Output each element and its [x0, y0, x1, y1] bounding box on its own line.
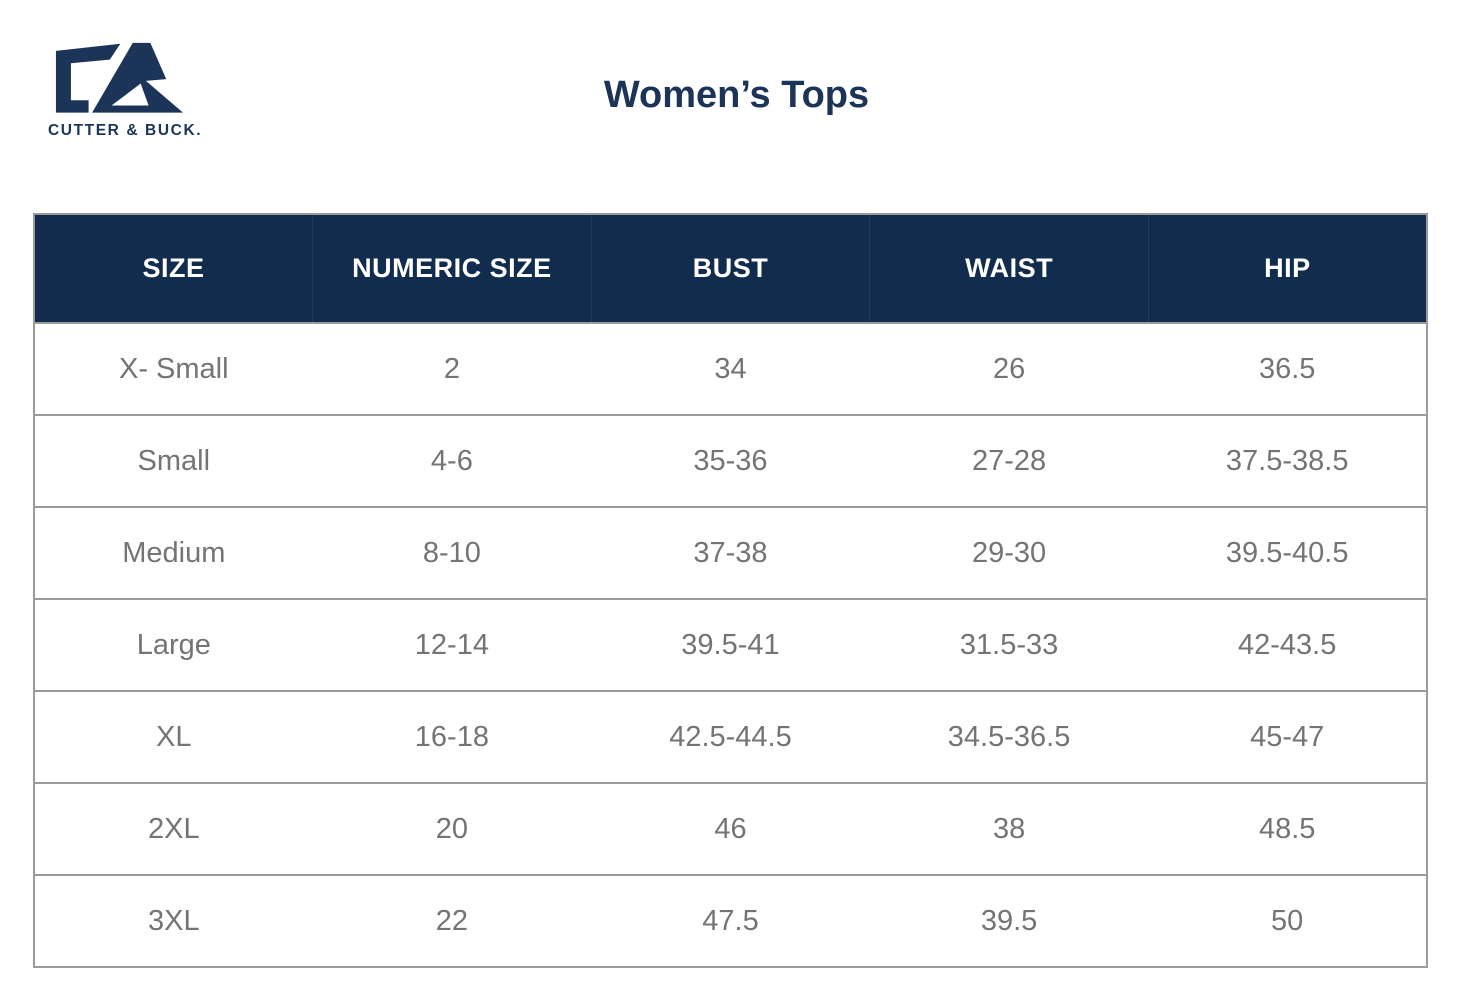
column-header: WAIST [869, 214, 1149, 323]
table-cell: 34.5-36.5 [869, 690, 1149, 783]
table-cell: 46 [591, 782, 870, 875]
page-header: CUTTER & BUCK. Women’s Tops [0, 0, 1473, 213]
table-row: 3XL 22 47.5 39.5 50 [34, 874, 1427, 967]
table-cell: 8-10 [312, 506, 592, 599]
table-cell: 27-28 [869, 414, 1149, 507]
table-cell: 48.5 [1148, 782, 1427, 875]
table-cell: 47.5 [591, 874, 870, 967]
table-row: Small 4-6 35-36 27-28 37.5-38.5 [34, 414, 1427, 507]
table-cell: XL [34, 690, 313, 783]
size-table: SIZE NUMERIC SIZE BUST WAIST HIP X- Small 2 34… [33, 213, 1428, 968]
table-cell: 39.5 [869, 874, 1149, 967]
table-cell: Medium [34, 506, 313, 599]
size-table-body: X- Small 2 34 26 36.5 Small 4-6 35-36 27-28 37.5-… [34, 322, 1427, 967]
table-row: XL 16-18 42.5-44.5 34.5-36.5 45-47 [34, 690, 1427, 783]
table-cell: 38 [869, 782, 1149, 875]
table-cell: 34 [591, 322, 870, 415]
table-cell: 29-30 [869, 506, 1149, 599]
header-row: SIZE NUMERIC SIZE BUST WAIST HIP [34, 214, 1427, 323]
page-title: Women’s Tops [603, 74, 870, 116]
table-row: Medium 8-10 37-38 29-30 39.5-40.5 [34, 506, 1427, 599]
table-cell: 31.5-33 [869, 598, 1149, 691]
table-cell: 35-36 [591, 414, 870, 507]
table-cell: 2 [312, 322, 592, 415]
table-cell: 37.5-38.5 [1148, 414, 1427, 507]
table-cell: Large [34, 598, 313, 691]
brand-wordmark: CUTTER & BUCK. [48, 122, 203, 139]
table-cell: 42-43.5 [1148, 598, 1427, 691]
column-header: NUMERIC SIZE [312, 214, 592, 323]
table-row: X- Small 2 34 26 36.5 [34, 322, 1427, 415]
table-cell: Small [34, 414, 313, 507]
table-cell: 36.5 [1148, 322, 1427, 415]
table-row: 2XL 20 46 38 48.5 [34, 782, 1427, 875]
table-cell: 4-6 [312, 414, 592, 507]
table-cell: 12-14 [312, 598, 592, 691]
table-cell: 2XL [34, 782, 313, 875]
table-cell: 3XL [34, 874, 313, 967]
size-table-head: SIZE NUMERIC SIZE BUST WAIST HIP [34, 214, 1427, 323]
table-cell: 39.5-40.5 [1148, 506, 1427, 599]
column-header: SIZE [34, 214, 314, 323]
table-cell: 50 [1148, 874, 1427, 967]
table-cell: 26 [869, 322, 1149, 415]
table-cell: 22 [312, 874, 592, 967]
cutter-buck-cb-monogram-icon [55, 42, 183, 113]
table-cell: 20 [312, 782, 592, 875]
table-cell: 16-18 [312, 690, 592, 783]
table-row: Large 12-14 39.5-41 31.5-33 42-43.5 [34, 598, 1427, 691]
column-header: BUST [591, 214, 871, 323]
column-header: HIP [1148, 214, 1427, 323]
table-cell: 37-38 [591, 506, 870, 599]
table-cell: 45-47 [1148, 690, 1427, 783]
brand-logo: CUTTER & BUCK. [48, 33, 203, 140]
table-cell: 42.5-44.5 [591, 690, 870, 783]
table-cell: X- Small [34, 322, 313, 415]
table-cell: 39.5-41 [591, 598, 870, 691]
